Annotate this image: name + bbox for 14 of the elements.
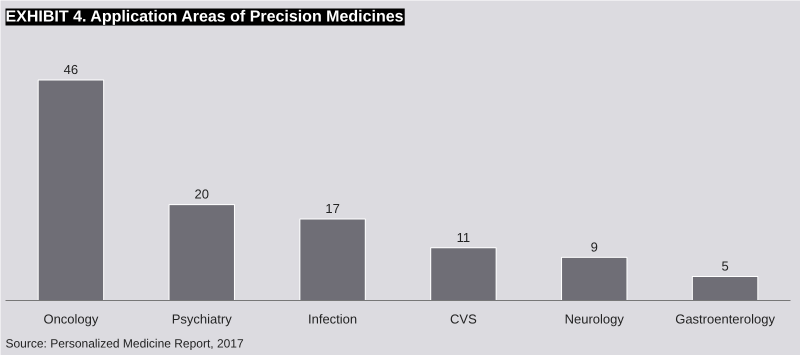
x-tick-label: CVS — [450, 312, 478, 326]
x-tick-label: Infection — [308, 312, 358, 326]
data-label: 17 — [325, 201, 340, 216]
data-label: 11 — [456, 230, 470, 245]
source-note: Source: Personalized Medicine Report, 2017 — [6, 336, 244, 350]
chart-title: EXHIBIT 4. Application Areas of Precision Medicines — [6, 8, 404, 26]
x-tick-label: Gastroenterology — [675, 312, 776, 326]
data-label: 46 — [64, 62, 78, 78]
data-label: 5 — [721, 258, 729, 274]
data-label: 20 — [194, 186, 209, 202]
x-tick-label: Neurology — [564, 312, 624, 326]
x-tick-label: Psychiatry — [172, 312, 232, 326]
data-label: 9 — [590, 239, 598, 254]
x-tick-label: Oncology — [43, 312, 99, 326]
